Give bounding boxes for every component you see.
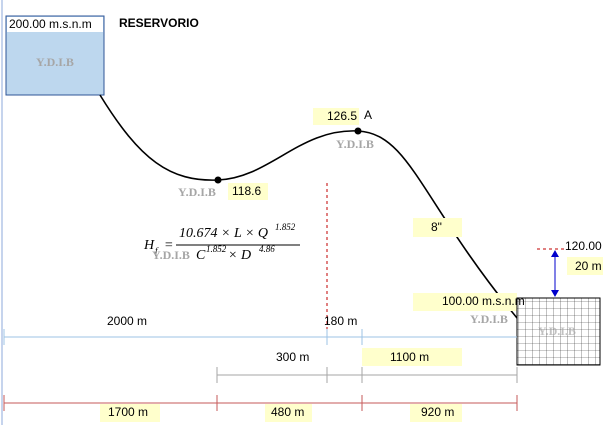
reservoir-name: RESERVORIO [119, 16, 199, 30]
pipe-diameter: 8" [431, 220, 442, 234]
length-label: 920 m [421, 405, 454, 419]
watermark: Y.D.I.B [470, 312, 508, 326]
dimension-tick [3, 329, 363, 345]
label-bg [100, 404, 160, 422]
formula: f [155, 246, 159, 256]
length-label: 480 m [271, 405, 304, 419]
label-bg [313, 108, 359, 125]
formula: = [164, 238, 173, 253]
tank [516, 297, 601, 366]
length-label: 1700 m [108, 405, 148, 419]
label-bg [567, 257, 603, 275]
tank-elevation: 120.00 [565, 239, 602, 253]
formula: 10.674 × L × Q [179, 226, 268, 241]
watermark: Y.D.I.B [36, 55, 74, 69]
point-name: A [364, 108, 372, 122]
point [354, 127, 362, 135]
label-bg [7, 17, 103, 32]
label-bg [228, 183, 268, 200]
formula: C [196, 248, 206, 263]
label-bg [413, 293, 517, 311]
watermark: Y.D.I.B [178, 185, 216, 199]
dimension-tick [3, 395, 518, 411]
formula: 1.852 [206, 244, 227, 254]
label-bg [413, 218, 462, 237]
elevation-label: 126.5 [327, 109, 357, 123]
formula: 4.86 [259, 244, 275, 254]
pipe [99, 94, 518, 319]
length-label: 1100 m [390, 350, 429, 364]
length-label: 180 m [324, 314, 357, 328]
formula: 1.852 [275, 222, 296, 232]
point [214, 176, 222, 184]
watermark: Y.D.I.B [152, 248, 190, 262]
reservoir-elevation: 200.00 m.s.n.m [9, 17, 92, 31]
label-bg [362, 348, 462, 366]
length-label: 300 m [276, 350, 309, 364]
label-bg [270, 348, 325, 366]
length-label: 2000 m [107, 314, 147, 328]
tank-head: 20 m [575, 259, 602, 273]
dimension-tick [216, 367, 518, 383]
formula: H [143, 238, 155, 253]
elevation-label: 118.6 [232, 184, 261, 198]
watermark: Y.D.I.B [538, 324, 576, 338]
label-bg [410, 404, 462, 422]
label-bg [265, 404, 312, 422]
watermark: Y.D.I.B [336, 137, 374, 151]
formula: × D [228, 248, 251, 263]
outlet-elevation: 100.00 m.s.n.m [442, 294, 525, 308]
